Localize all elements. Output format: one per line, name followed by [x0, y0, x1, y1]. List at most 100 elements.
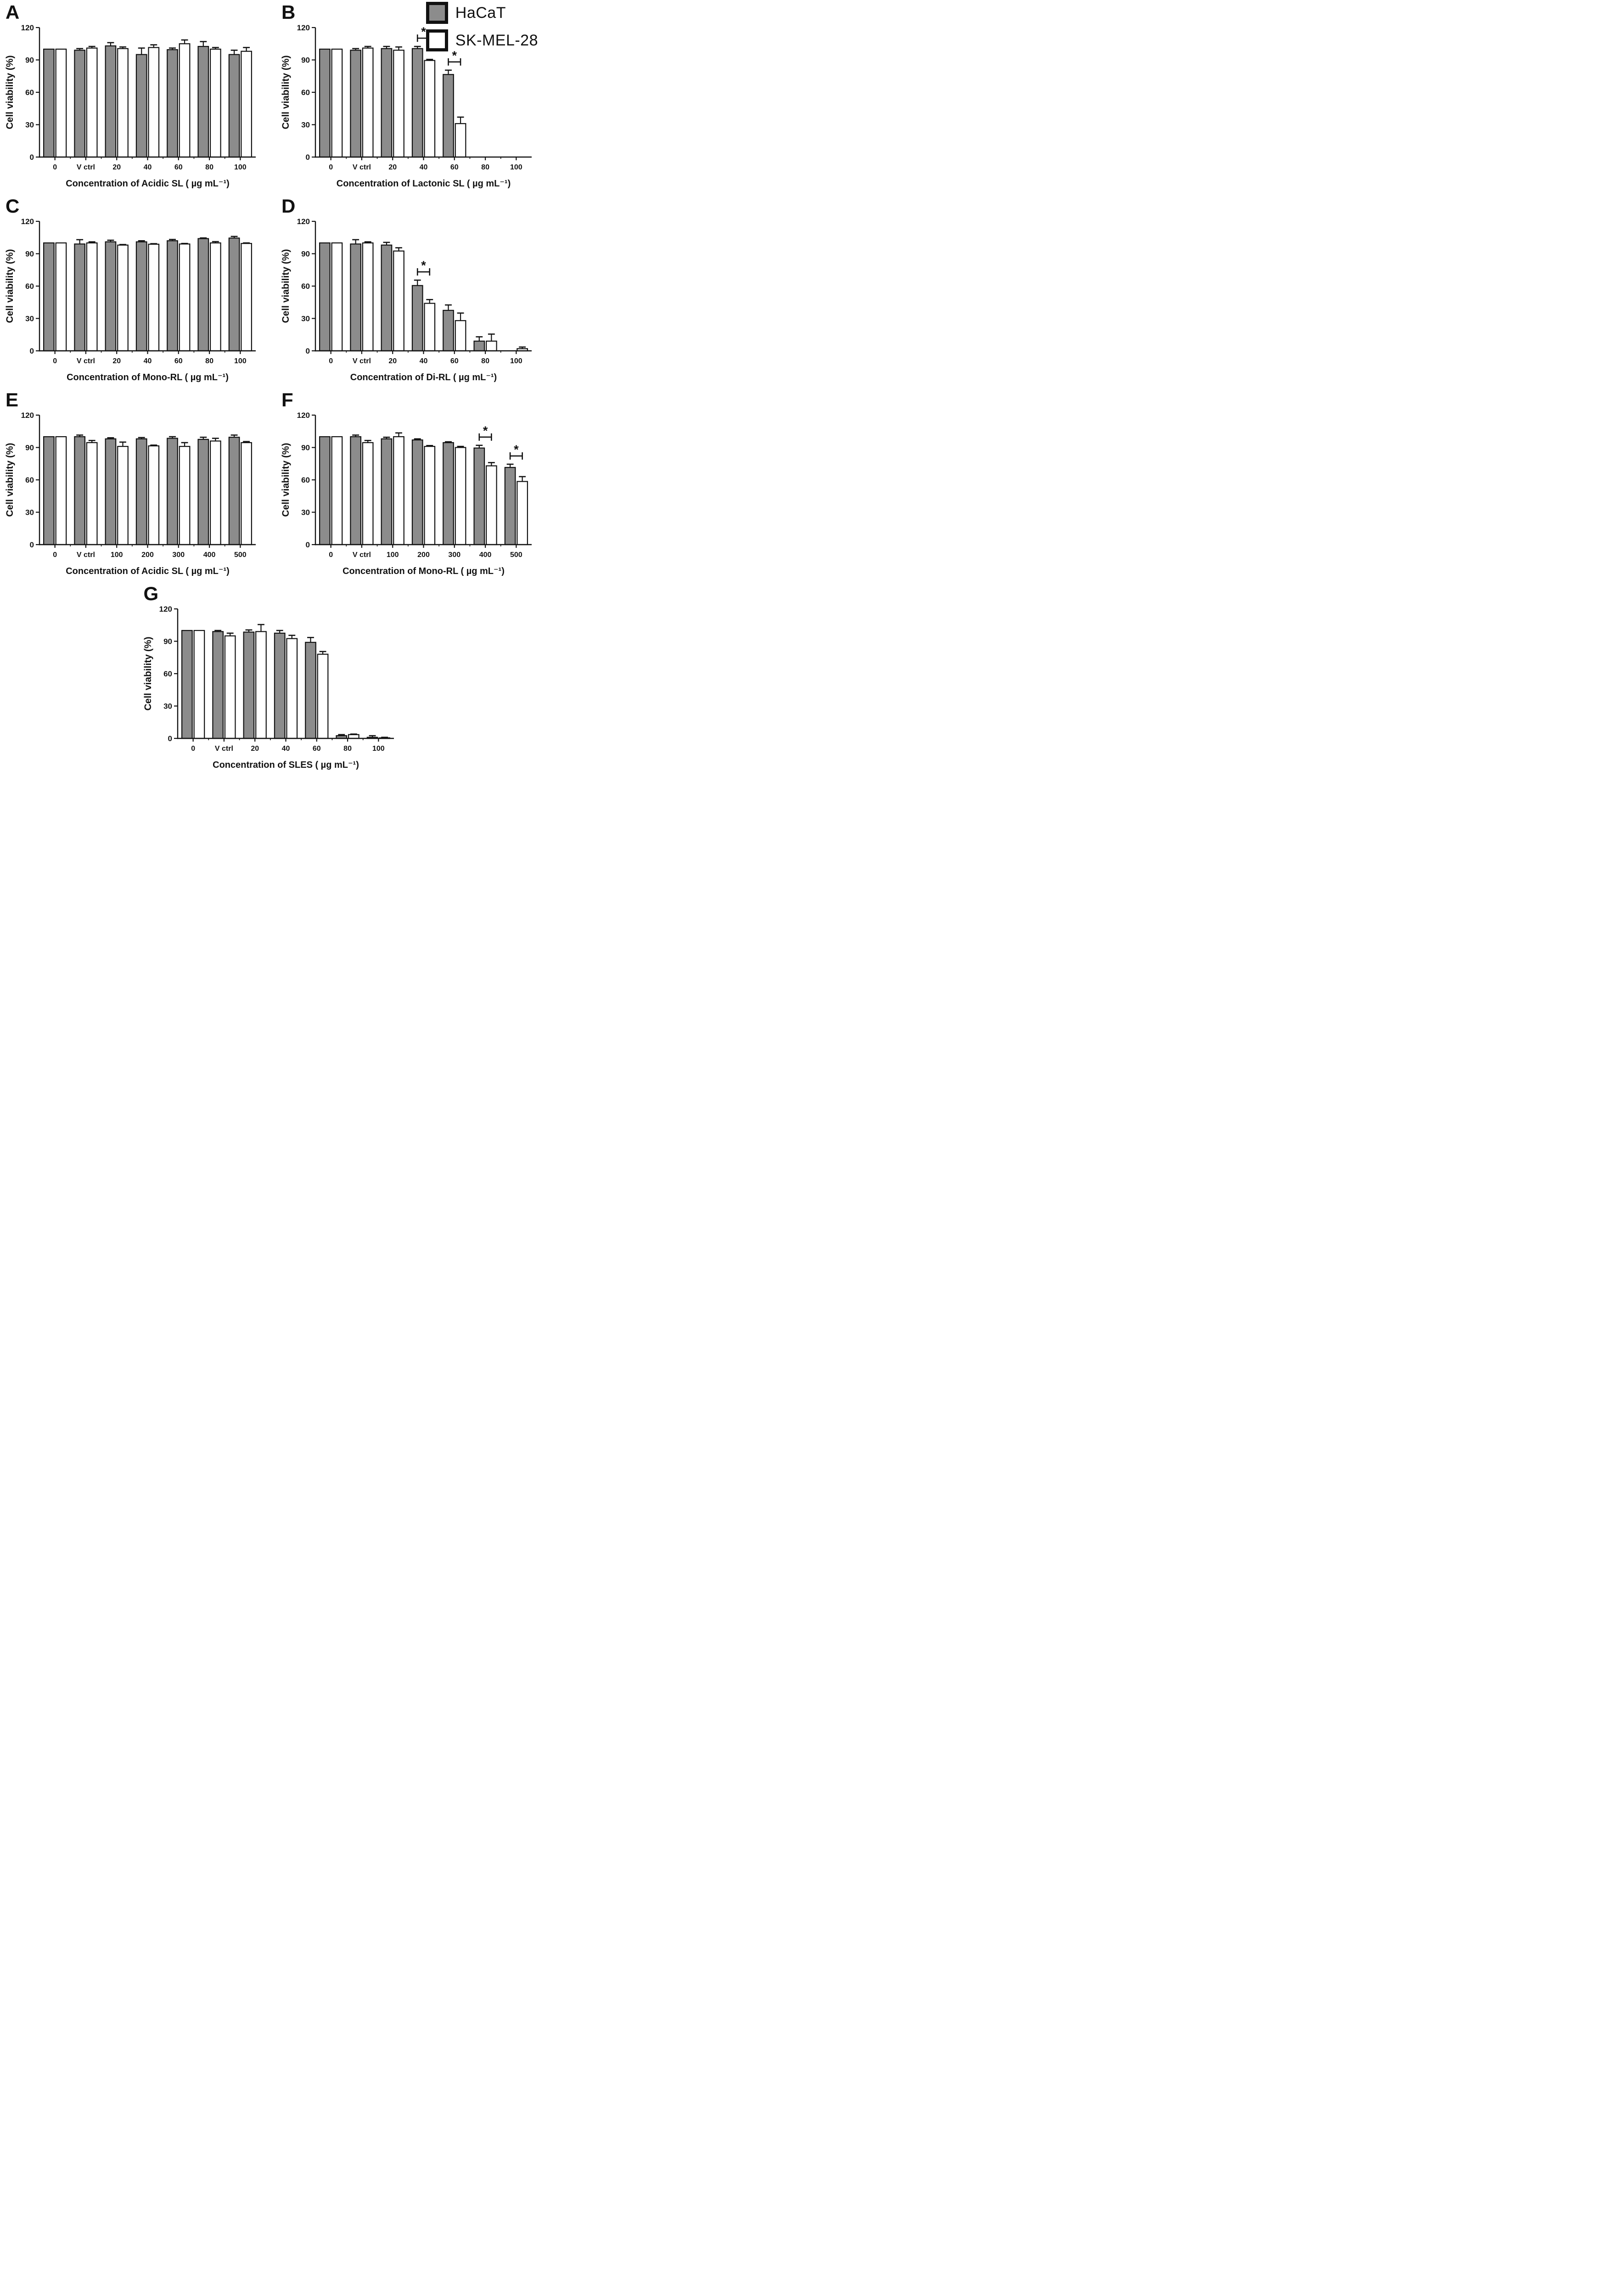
- y-tick-label: 60: [25, 282, 34, 291]
- bar-sk-mel-28: [241, 442, 252, 546]
- x-tick-label: 60: [450, 357, 459, 365]
- bar-hacat: [350, 243, 362, 352]
- bar-hacat: [443, 442, 454, 546]
- y-tick-label: 120: [21, 217, 34, 226]
- bar-hacat: [212, 631, 224, 739]
- x-tick-label: 60: [312, 745, 320, 753]
- x-tick-label: 40: [420, 163, 428, 171]
- x-axis-title: Concentration of Di-RL ( µg mL⁻¹): [350, 372, 497, 383]
- y-axis-title: Cell viability (%): [5, 55, 15, 129]
- x-tick-label: V ctrl: [77, 163, 95, 171]
- x-tick-label: 0: [329, 551, 333, 559]
- bar-hacat: [319, 48, 331, 158]
- bar-hacat: [43, 436, 55, 546]
- bar-hacat: [274, 632, 286, 739]
- y-tick-label: 120: [21, 23, 34, 32]
- x-tick-label: 20: [388, 357, 397, 365]
- legend: HaCaT SK-MEL-28: [426, 2, 538, 51]
- y-tick-label: 60: [25, 476, 34, 484]
- panel-f-letter: F: [281, 389, 293, 411]
- bar-hacat: [197, 46, 209, 158]
- y-tick-label: 120: [297, 23, 310, 32]
- bar-sk-mel-28: [86, 242, 98, 352]
- bar-hacat: [74, 243, 86, 352]
- bar-hacat: [105, 438, 117, 546]
- chart-acidic-sl-high: 0 30 60 90 120 0 V ctrl 100 200 300 400 500 Cell via…: [5, 411, 256, 576]
- bar-sk-mel-28: [485, 465, 497, 546]
- y-tick-label: 60: [301, 282, 310, 291]
- bar-hacat: [105, 241, 117, 352]
- panel-e: E 0 30 60 90 120 0 V ctrl 100 200 300 400 500 Cell v…: [3, 389, 262, 583]
- bar-sk-mel-28: [179, 446, 191, 546]
- bar-hacat: [228, 54, 240, 158]
- bar-sk-mel-28: [424, 60, 436, 158]
- x-tick-label: 0: [329, 357, 333, 365]
- bar-sk-mel-28: [117, 48, 129, 158]
- bar-sk-mel-28: [485, 340, 497, 352]
- x-tick-label: 400: [479, 551, 492, 559]
- bar-hacat: [135, 241, 147, 352]
- chart-lactonic-sl: * * 0 30 60 90 120 0 V ctrl 20 40 60 80 100 Cell viabi…: [281, 23, 532, 189]
- x-tick-label: V ctrl: [353, 357, 371, 365]
- bar-hacat: [350, 436, 362, 546]
- x-tick-label: 500: [234, 551, 247, 559]
- bar-sk-mel-28: [193, 630, 205, 739]
- x-tick-label: 100: [510, 357, 522, 365]
- row-3: E 0 30 60 90 120 0 V ctrl 100 200 300 400 500 Cell v…: [3, 389, 538, 583]
- bar-sk-mel-28: [362, 242, 374, 352]
- bar-sk-mel-28: [86, 442, 98, 546]
- x-tick-label: 80: [205, 357, 213, 365]
- y-axis-title: Cell viability (%): [5, 443, 15, 517]
- x-tick-label: 200: [417, 551, 430, 559]
- y-tick-label: 60: [301, 88, 310, 97]
- chart-mono-rl-high: * * 0 30 60 90 120 0 V ctrl 100 200 300 400 500 Cell v…: [281, 411, 532, 576]
- panel-f: F * * 0 30 60 90 120 0 V ctrl 100 200 300 400 500 Cell…: [279, 389, 538, 583]
- x-tick-label: 20: [112, 163, 121, 171]
- bar-sk-mel-28: [209, 242, 221, 352]
- bar-sk-mel-28: [286, 638, 298, 739]
- y-tick-label: 30: [25, 315, 34, 323]
- bar-sk-mel-28: [55, 48, 67, 158]
- y-tick-label: 60: [301, 476, 310, 484]
- row-4: G 0 30 60 90 120 0 V ctrl 20 40 60 80 100 Cell viabi…: [3, 583, 538, 777]
- y-axis-title: Cell viability (%): [143, 636, 153, 710]
- bar-hacat: [473, 340, 485, 352]
- figure: HaCaT SK-MEL-28 A 0 30 60 90 120 0 V ctrl 20 40 6…: [0, 0, 541, 779]
- bar-hacat: [181, 630, 193, 739]
- bar-hacat: [504, 467, 516, 546]
- bar-sk-mel-28: [179, 243, 191, 352]
- significance-asterisk: *: [421, 259, 426, 272]
- bar-hacat: [443, 310, 454, 352]
- bar-hacat: [381, 244, 393, 352]
- bar-sk-mel-28: [117, 244, 129, 352]
- bar-sk-mel-28: [255, 631, 267, 739]
- x-tick-label: 300: [172, 551, 185, 559]
- bar-sk-mel-28: [331, 436, 343, 546]
- legend-item-skmel28: SK-MEL-28: [426, 29, 538, 51]
- legend-item-hacat: HaCaT: [426, 2, 538, 24]
- bar-sk-mel-28: [148, 243, 160, 352]
- x-tick-label: 60: [450, 163, 459, 171]
- x-tick-label: 60: [174, 357, 183, 365]
- x-tick-label: 300: [448, 551, 461, 559]
- bar-hacat: [411, 48, 423, 158]
- row-2: C 0 30 60 90 120 0 V ctrl 20 40 60 80 100 Cell viabi…: [3, 196, 538, 389]
- y-tick-label: 90: [301, 56, 310, 65]
- bar-sk-mel-28: [179, 43, 191, 158]
- bar-hacat: [43, 48, 55, 158]
- bar-hacat: [135, 438, 147, 546]
- bar-hacat: [443, 74, 454, 158]
- bar-sk-mel-28: [317, 653, 328, 739]
- x-tick-label: 100: [510, 163, 522, 171]
- significance-asterisk: *: [483, 424, 488, 438]
- x-axis-title: Concentration of Mono-RL ( µg mL⁻¹): [343, 566, 505, 576]
- bar-hacat: [304, 642, 316, 739]
- bar-sk-mel-28: [148, 47, 160, 158]
- bar-sk-mel-28: [209, 48, 221, 158]
- bar-sk-mel-28: [393, 50, 404, 158]
- x-tick-label: 40: [281, 745, 290, 753]
- bar-sk-mel-28: [517, 481, 528, 546]
- chart-di-rl: * 0 30 60 90 120 0 V ctrl 20 40 60 80 100 Cell viabil…: [281, 217, 532, 383]
- bar-hacat: [167, 438, 178, 546]
- y-tick-label: 120: [297, 217, 310, 226]
